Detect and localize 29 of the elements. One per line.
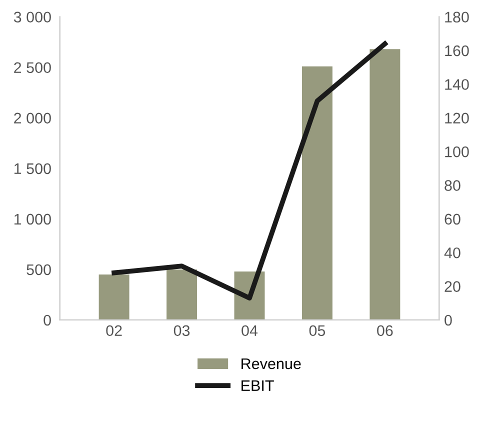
y2-tick-label: 80 <box>444 180 460 191</box>
legend-label: Revenue <box>242 358 301 370</box>
y2-tick-label: 100 <box>445 146 469 158</box>
y2-tick-label: 60 <box>444 214 460 225</box>
y2-tick-label: 140 <box>445 79 469 90</box>
x-tick-label: 03 <box>174 325 190 336</box>
y2-tick-label: 40 <box>444 247 460 258</box>
x-tick-label: 06 <box>377 325 393 336</box>
y2-tick-label: 120 <box>445 112 469 124</box>
y-tick-label: 2 000 <box>14 112 51 124</box>
bar <box>302 66 332 320</box>
y2-tick-label: 180 <box>445 12 469 23</box>
x-tick-label: 04 <box>242 325 258 336</box>
y-tick-label: 1 500 <box>14 163 51 174</box>
x-tick-label: 05 <box>309 325 326 336</box>
y-tick-label: 1 000 <box>14 214 51 225</box>
legend-label: EBIT <box>242 380 274 391</box>
y-tick-label: 0 <box>44 314 51 326</box>
y2-tick-label: 160 <box>445 45 469 56</box>
y-tick-label: 500 <box>26 264 51 276</box>
bar <box>370 49 400 320</box>
y-tick-label: 2 500 <box>14 62 51 74</box>
y2-tick-label: 20 <box>444 281 460 292</box>
x-tick-label: 02 <box>106 325 122 336</box>
y-tick-label: 3 000 <box>14 12 51 23</box>
bar <box>98 274 130 320</box>
y2-tick-label: 0 <box>444 314 452 326</box>
line-series <box>112 41 388 300</box>
bar <box>166 269 198 320</box>
